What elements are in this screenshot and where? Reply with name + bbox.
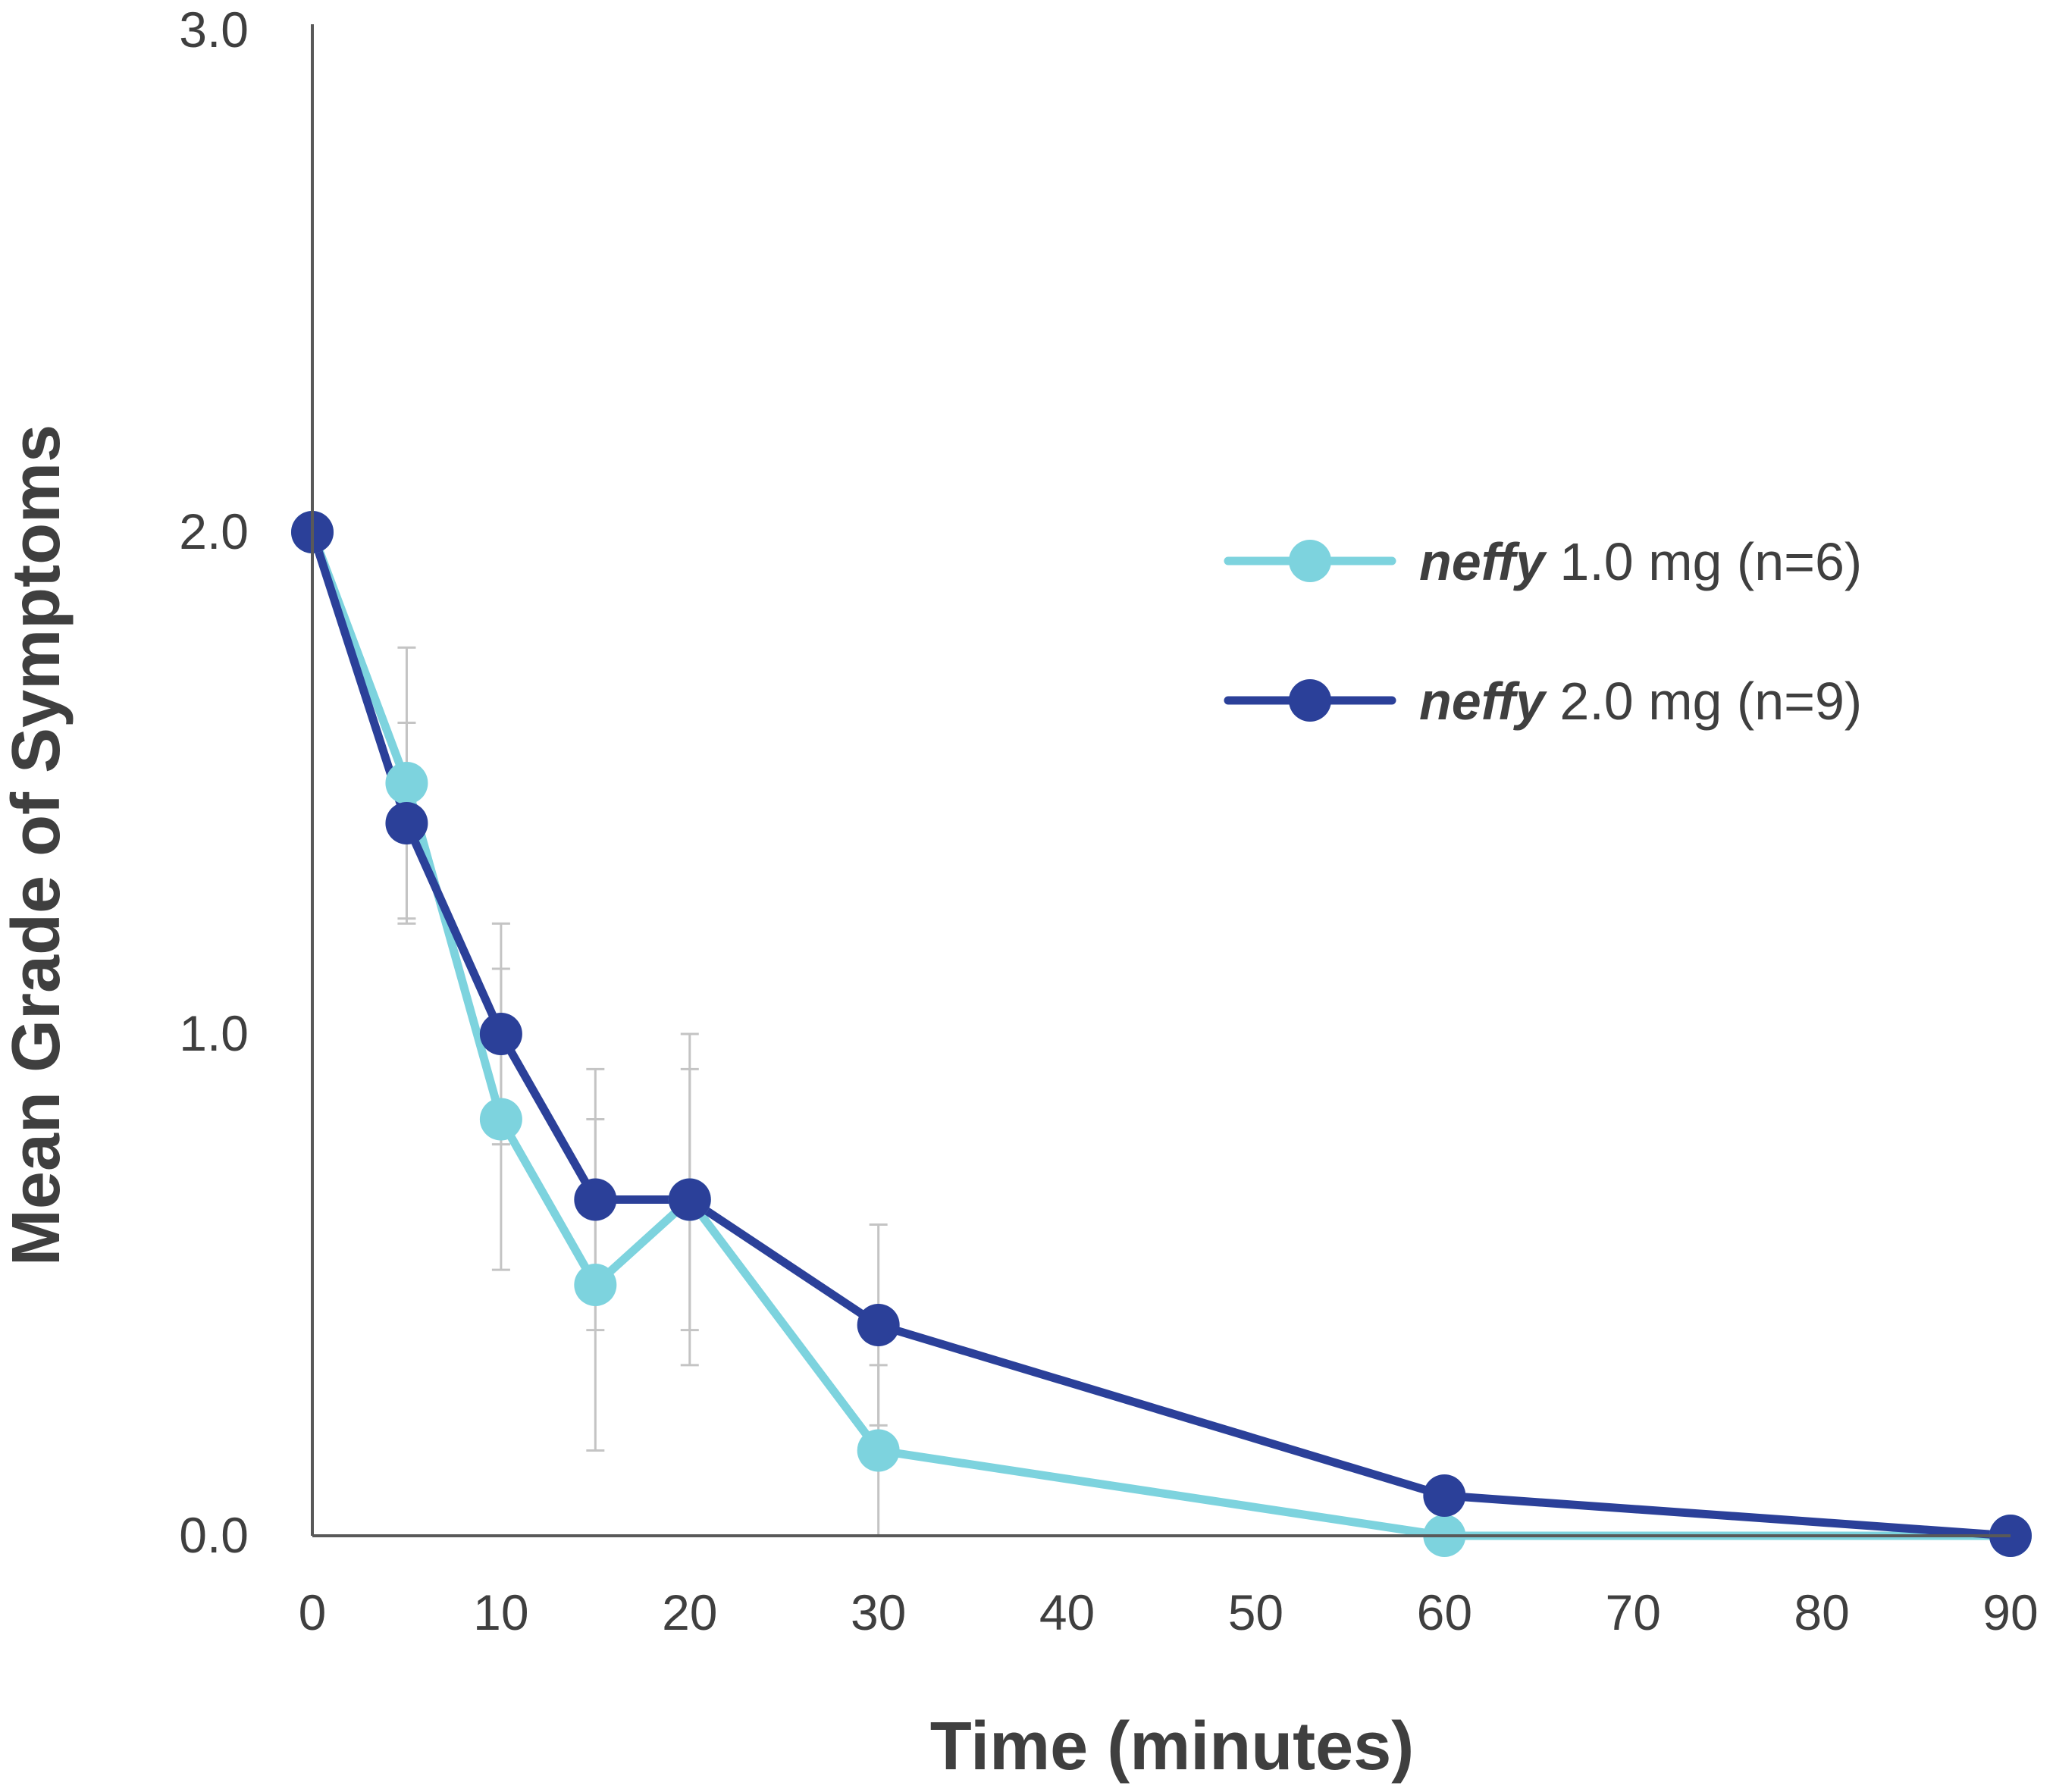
legend-swatch-marker — [1289, 679, 1331, 722]
data-point — [385, 762, 428, 804]
y-tick-label: 2.0 — [179, 503, 249, 559]
y-tick-labels: 0.0 1.0 2.0 3.0 — [179, 2, 249, 1563]
y-tick-label: 3.0 — [179, 2, 249, 58]
x-tick-label: 70 — [1606, 1584, 1661, 1640]
data-point — [668, 1178, 711, 1221]
legend-swatch-marker — [1289, 540, 1331, 582]
data-point — [857, 1303, 900, 1346]
x-tick-label: 10 — [473, 1584, 528, 1640]
x-tick-label: 90 — [1982, 1584, 2038, 1640]
data-point — [479, 1013, 522, 1055]
legend: neffy 1.0 mg (n=6) neffy 2.0 mg (n=9) — [1224, 532, 1862, 731]
x-tick-labels: 0 10 20 30 40 50 60 70 80 90 — [299, 1584, 2039, 1640]
data-point — [479, 1098, 522, 1141]
series-line-2 — [308, 528, 2015, 1540]
x-axis-title: Time (minutes) — [930, 1709, 1414, 1784]
series-lines — [308, 528, 2015, 1540]
data-point — [574, 1178, 617, 1221]
y-tick-label: 0.0 — [179, 1507, 249, 1563]
x-tick-label: 50 — [1228, 1584, 1283, 1640]
x-tick-label: 60 — [1417, 1584, 1472, 1640]
x-tick-label: 30 — [851, 1584, 906, 1640]
x-tick-label: 20 — [662, 1584, 717, 1640]
x-tick-label: 0 — [299, 1584, 327, 1640]
data-point — [1423, 1474, 1466, 1518]
legend-entry-label: neffy 1.0 mg (n=6) — [1419, 532, 1862, 591]
legend-entry-label: neffy 2.0 mg (n=9) — [1419, 672, 1862, 731]
x-tick-label: 40 — [1039, 1584, 1095, 1640]
y-tick-label: 1.0 — [179, 1005, 249, 1061]
data-point — [857, 1429, 900, 1472]
data-point — [385, 801, 428, 844]
series-line-1 — [308, 528, 2015, 1540]
error-bars — [397, 646, 888, 1537]
x-tick-label: 80 — [1794, 1584, 1849, 1640]
series-points — [291, 511, 2032, 1557]
y-axis-title: Mean Grade of Symptoms — [0, 425, 74, 1266]
axes — [311, 24, 2011, 1537]
data-point — [574, 1264, 617, 1306]
